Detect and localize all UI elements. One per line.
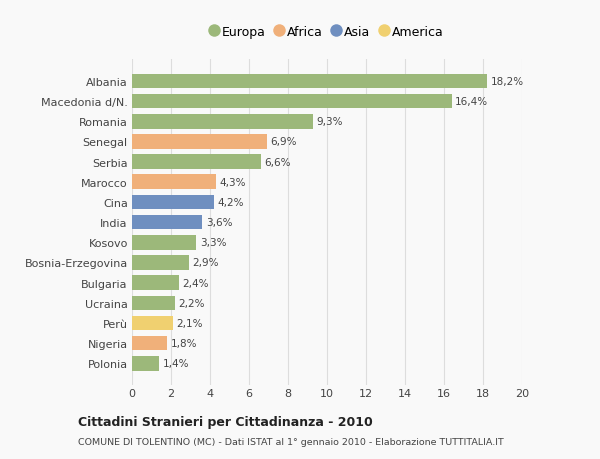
Text: 1,8%: 1,8%: [170, 338, 197, 348]
Text: 6,9%: 6,9%: [270, 137, 296, 147]
Text: Cittadini Stranieri per Cittadinanza - 2010: Cittadini Stranieri per Cittadinanza - 2…: [78, 415, 373, 428]
Text: COMUNE DI TOLENTINO (MC) - Dati ISTAT al 1° gennaio 2010 - Elaborazione TUTTITAL: COMUNE DI TOLENTINO (MC) - Dati ISTAT al…: [78, 437, 504, 446]
Bar: [132, 155, 260, 169]
Bar: [132, 175, 216, 190]
Text: 2,9%: 2,9%: [192, 258, 218, 268]
Text: 3,6%: 3,6%: [206, 218, 232, 228]
Text: 9,3%: 9,3%: [317, 117, 343, 127]
Text: 2,1%: 2,1%: [176, 318, 203, 328]
Bar: [132, 74, 487, 89]
Bar: [132, 195, 214, 210]
Bar: [132, 135, 266, 149]
Bar: [132, 296, 175, 310]
Text: 4,3%: 4,3%: [220, 177, 246, 187]
Bar: [132, 316, 173, 330]
Bar: [132, 215, 202, 230]
Bar: [132, 95, 452, 109]
Bar: [132, 276, 179, 290]
Bar: [132, 256, 188, 270]
Text: 18,2%: 18,2%: [490, 77, 524, 87]
Bar: [132, 115, 313, 129]
Text: 4,2%: 4,2%: [217, 197, 244, 207]
Text: 1,4%: 1,4%: [163, 358, 190, 369]
Text: 16,4%: 16,4%: [455, 97, 488, 107]
Text: 2,2%: 2,2%: [178, 298, 205, 308]
Bar: [132, 235, 196, 250]
Bar: [132, 336, 167, 351]
Text: 2,4%: 2,4%: [182, 278, 209, 288]
Text: 6,6%: 6,6%: [264, 157, 291, 167]
Legend: Europa, Africa, Asia, America: Europa, Africa, Asia, America: [208, 23, 446, 41]
Text: 3,3%: 3,3%: [200, 238, 226, 248]
Bar: [132, 356, 160, 371]
